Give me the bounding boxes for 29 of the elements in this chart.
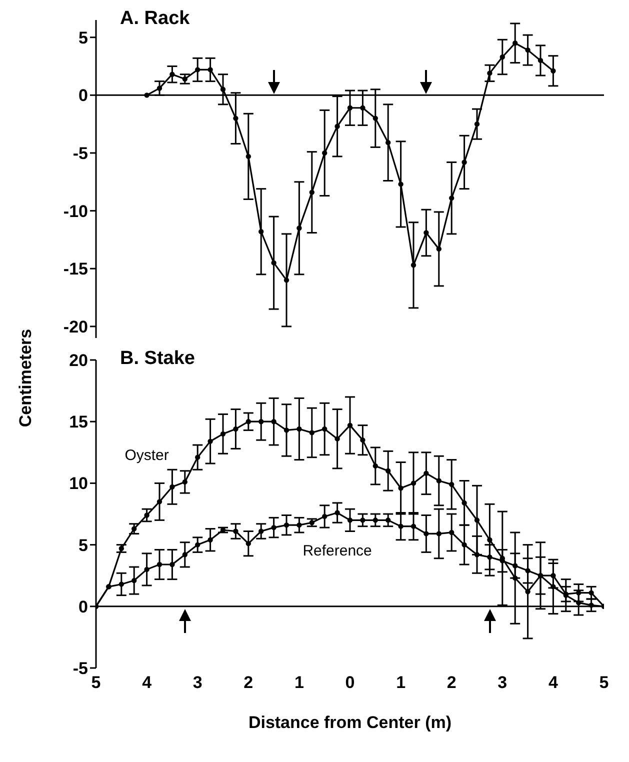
x-tick-label: 4 <box>548 673 558 692</box>
y-tick-label: -15 <box>63 260 88 279</box>
x-tick-label: 1 <box>294 673 304 692</box>
y-tick-label: 5 <box>78 536 88 555</box>
y-tick-label: 10 <box>69 474 88 494</box>
x-tick-label: 3 <box>498 673 508 692</box>
x-tick-label: 5 <box>91 673 101 692</box>
y-tick-label: -5 <box>72 144 88 164</box>
x-tick-label: 3 <box>192 673 202 692</box>
x-tick-label: 2 <box>244 673 254 692</box>
y-tick-label: -20 <box>63 317 88 336</box>
y-tick-label: 20 <box>69 351 88 370</box>
x-tick-label: 1 <box>396 673 406 692</box>
x-tick-label: 5 <box>599 673 609 692</box>
x-tick-label: 0 <box>345 673 355 692</box>
x-tick-label: 4 <box>142 673 152 692</box>
y-axis-title: Centimeters <box>16 328 36 430</box>
y-tick-label: 0 <box>78 86 88 106</box>
series-label: Reference <box>302 542 372 560</box>
y-tick-label: 5 <box>78 28 88 48</box>
chart-title: A. Rack <box>120 8 190 30</box>
y-tick-label: 0 <box>78 597 88 616</box>
x-tick-label: 2 <box>446 673 456 692</box>
y-tick-label: -5 <box>72 659 88 678</box>
chart-title: B. Stake <box>120 348 195 370</box>
x-axis-title: Distance from Center (m) <box>248 713 452 732</box>
y-tick-label: -10 <box>63 202 88 221</box>
series-label: Oyster <box>124 447 169 464</box>
y-tick-label: 15 <box>69 412 88 432</box>
